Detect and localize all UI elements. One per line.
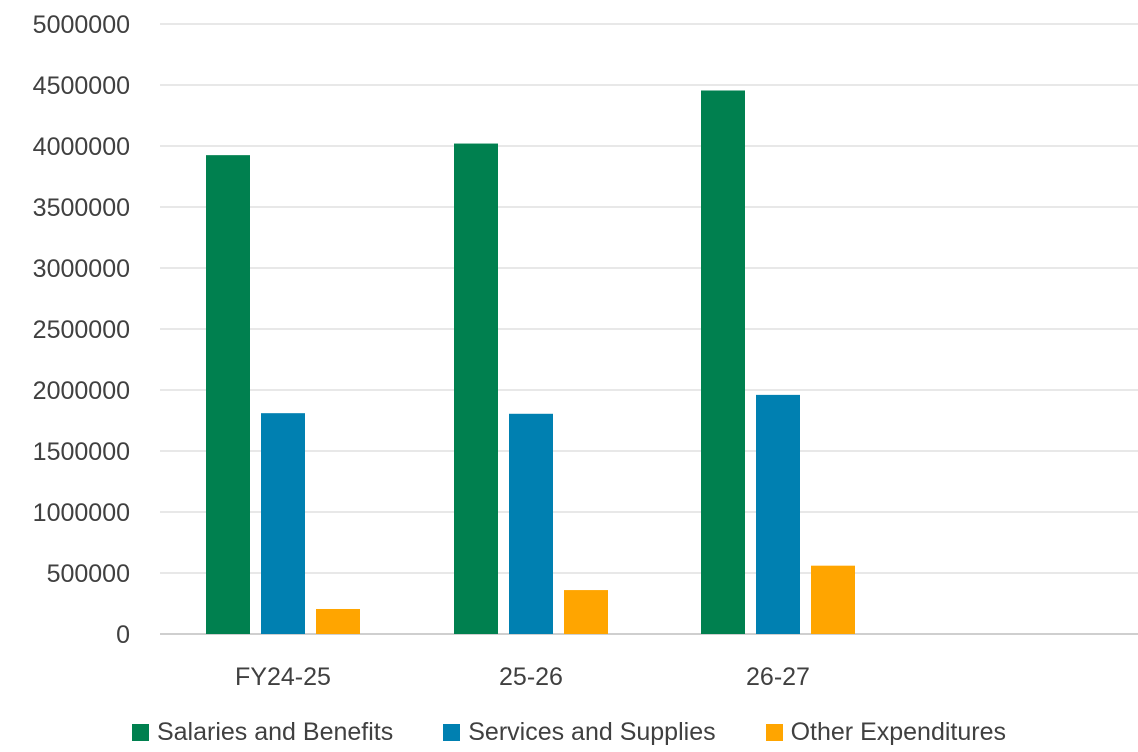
y-tick-label: 1500000 xyxy=(33,438,130,466)
bar-other-expenditures-26-27 xyxy=(811,565,855,634)
legend-swatch-salaries xyxy=(131,723,149,741)
y-axis-tick-labels: 0 500000 1000000 1500000 2000000 2500000 30000… xyxy=(33,11,130,649)
y-tick-label: 1000000 xyxy=(33,499,130,527)
y-tick-label: 4500000 xyxy=(33,72,130,100)
legend-swatch-services xyxy=(443,723,461,741)
bar-other-expenditures-25-26 xyxy=(564,590,608,634)
bar-other-expenditures-fy24-25 xyxy=(316,608,360,634)
bar-services-and-supplies-25-26 xyxy=(509,413,553,634)
y-tick-label: 5000000 xyxy=(33,11,130,39)
bar-salaries-and-benefits-25-26 xyxy=(454,143,498,634)
y-tick-label: 3500000 xyxy=(33,194,130,222)
y-tick-label: 4000000 xyxy=(33,133,130,161)
bar-salaries-and-benefits-26-27 xyxy=(701,90,745,635)
y-tick-label: 2000000 xyxy=(33,377,130,405)
bar-services-and-supplies-fy24-25 xyxy=(261,413,305,634)
x-tick-label: FY24-25 xyxy=(235,663,331,691)
y-tick-label: 500000 xyxy=(47,560,130,588)
y-tick-label: 3000000 xyxy=(33,255,130,283)
legend-label-services: Services and Supplies xyxy=(468,717,716,746)
bar-salaries-and-benefits-fy24-25 xyxy=(206,155,250,634)
y-tick-label: 0 xyxy=(116,621,130,649)
legend: Salaries and Benefits Services and Suppl… xyxy=(0,714,1138,750)
legend-swatch-other xyxy=(765,723,783,741)
x-tick-label: 26-27 xyxy=(746,663,810,691)
chart-canvas: 0 500000 1000000 1500000 2000000 2500000 30000… xyxy=(33,11,1138,691)
legend-label-other: Other Expenditures xyxy=(790,717,1007,746)
legend-label-salaries: Salaries and Benefits xyxy=(156,717,394,746)
x-axis-tick-labels: FY24-25 25-26 26-27 xyxy=(235,663,810,691)
x-tick-label: 25-26 xyxy=(499,663,563,691)
bar-services-and-supplies-26-27 xyxy=(756,394,800,634)
gridlines xyxy=(160,23,1138,635)
bars xyxy=(206,90,855,635)
legend-item-services: Services and Supplies xyxy=(443,717,716,747)
y-tick-label: 2500000 xyxy=(33,316,130,344)
legend-item-other: Other Expenditures xyxy=(765,717,1007,747)
legend-item-salaries: Salaries and Benefits xyxy=(131,717,394,747)
